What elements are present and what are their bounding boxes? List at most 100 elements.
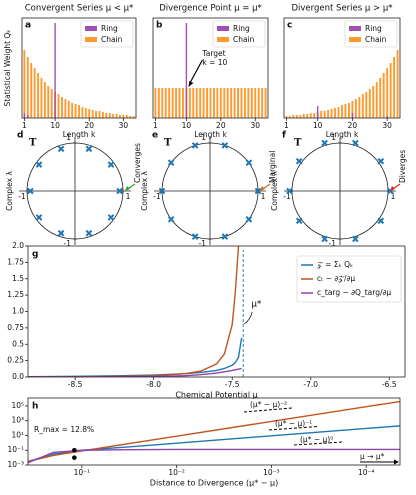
bar <box>316 106 319 118</box>
bar <box>337 107 340 118</box>
bar <box>347 103 350 118</box>
y-axis-label: Complex λ <box>5 171 14 211</box>
bar <box>243 88 246 118</box>
root-marker <box>221 233 229 240</box>
root-marker <box>321 139 328 147</box>
arrow-head <box>125 186 130 191</box>
root-marker <box>35 214 43 221</box>
annotation: Target <box>201 49 225 58</box>
bar <box>389 63 392 118</box>
panel-letter: c <box>287 21 292 31</box>
bar <box>358 97 361 118</box>
x-tick-label: 20 <box>348 121 358 130</box>
bar <box>95 111 98 118</box>
bar <box>320 111 323 118</box>
bar <box>209 88 212 118</box>
series-line <box>28 337 243 377</box>
legend-swatch <box>217 37 229 42</box>
bar <box>188 88 191 118</box>
status-label: Diverges <box>398 150 407 183</box>
annotation-arrow <box>188 59 203 85</box>
arrow-head <box>188 81 194 87</box>
y-tick-label: 1.5 <box>12 274 24 283</box>
y-tick-label: -1 <box>199 239 207 248</box>
y-axis-label: Complex λ <box>270 171 279 211</box>
y-tick-label: 10¹ <box>11 430 24 439</box>
bar <box>81 107 84 118</box>
annotation: k = 10 <box>202 58 227 67</box>
bar <box>105 113 108 118</box>
panel-title: Divergent Series μ > μ* <box>292 4 393 14</box>
x-tick-label: 1 <box>22 121 27 130</box>
x-tick-label: 1 <box>126 192 131 201</box>
bar <box>74 104 77 118</box>
panel-letter: d <box>17 131 23 141</box>
bar <box>379 78 382 118</box>
bar <box>27 115 29 118</box>
bar <box>299 115 302 118</box>
slope-guide <box>243 407 293 413</box>
panel-letter: g <box>32 250 38 260</box>
slope-guide <box>293 441 343 446</box>
legend-label: Chain <box>101 35 123 44</box>
bar <box>47 86 50 118</box>
arrow-head <box>394 459 399 465</box>
x-tick-label: 10 <box>50 121 60 130</box>
status-label: Converges <box>133 143 142 183</box>
bar <box>261 88 264 118</box>
x-tick-label: 10 <box>313 121 323 130</box>
bar <box>202 88 205 118</box>
slope-guide <box>268 426 318 431</box>
x-tick-label: 10⁻¹ <box>74 468 91 477</box>
axes-frame <box>27 397 401 466</box>
bar <box>237 88 239 118</box>
bar <box>119 115 121 118</box>
root-marker <box>254 187 262 195</box>
y-axis-label: Complex λ <box>140 171 149 211</box>
bar <box>257 88 260 118</box>
y-tick-label: 10⁻³ <box>7 460 24 469</box>
series-line <box>28 448 400 464</box>
bar <box>57 94 60 118</box>
root-marker <box>85 145 93 153</box>
arrow-head <box>260 186 265 191</box>
bar <box>175 88 178 118</box>
root-marker <box>377 217 385 225</box>
y-tick-label: -1 <box>64 239 72 248</box>
bar <box>199 88 202 118</box>
root-marker <box>57 145 65 153</box>
bar <box>306 114 309 118</box>
bar <box>302 114 305 118</box>
x-tick-label: -6.5 <box>382 380 397 389</box>
bar <box>372 86 375 118</box>
root-marker <box>352 139 359 147</box>
x-tick-label: 10⁻⁴ <box>358 468 375 477</box>
bar <box>292 115 295 118</box>
y-tick-label: 0.5 <box>12 339 24 348</box>
bar <box>91 110 94 118</box>
bar <box>60 97 63 118</box>
bar <box>351 113 354 118</box>
legend-label: cₜ ~ ∂𝒵/∂μ <box>317 274 355 283</box>
transfer-matrix-label: T <box>294 138 302 149</box>
annotation: (μ* − μ)⁻¹ <box>275 419 312 428</box>
bar <box>382 73 385 118</box>
axes-frame <box>283 17 401 119</box>
bar <box>365 92 368 118</box>
bar <box>323 111 326 118</box>
panel-letter: e <box>152 131 158 141</box>
y-tick-label: 1.25 <box>7 290 24 299</box>
annotation: (μ* − μ)⁻² <box>250 400 287 409</box>
bar <box>223 88 226 118</box>
legend-label: Ring <box>365 24 382 33</box>
root-marker <box>321 235 328 243</box>
panel-letter: f <box>282 131 286 141</box>
bar <box>361 94 364 118</box>
bar <box>368 89 371 118</box>
highlight-point <box>72 447 77 453</box>
y-tick-label: 10⁻¹ <box>7 445 24 454</box>
bar <box>122 115 125 118</box>
bar <box>178 88 181 118</box>
bar <box>334 108 337 118</box>
bar <box>171 88 174 118</box>
